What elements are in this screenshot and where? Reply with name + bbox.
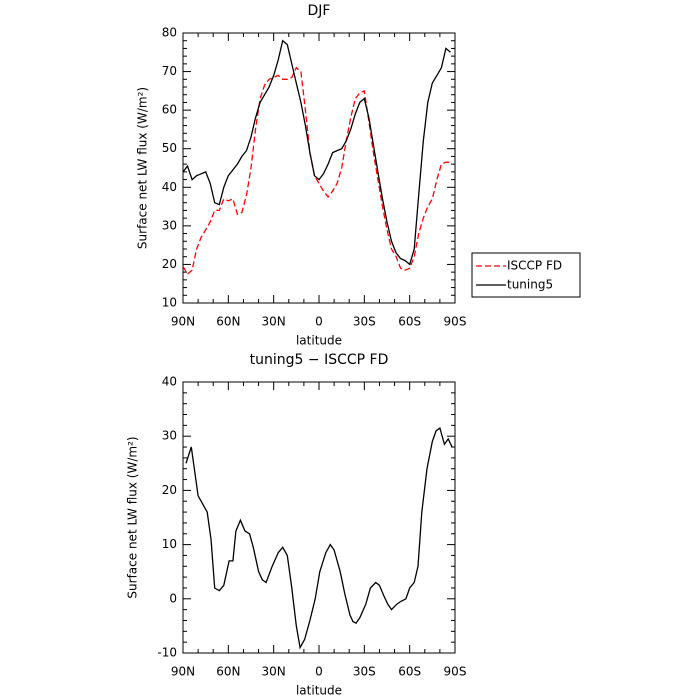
data-line bbox=[182, 39, 451, 266]
x-tick-label: 30S bbox=[353, 315, 376, 329]
x-axis-label: latitude bbox=[296, 684, 342, 698]
y-tick-label: 80 bbox=[162, 26, 177, 40]
y-tick-label: 60 bbox=[162, 103, 177, 117]
x-tick-label: 90S bbox=[444, 665, 467, 679]
y-tick-label: 50 bbox=[162, 141, 177, 155]
x-tick-label: 60N bbox=[216, 665, 240, 679]
y-tick-label: 40 bbox=[162, 375, 177, 389]
legend-label: ISCCP FD bbox=[507, 259, 562, 273]
x-tick-label: 0 bbox=[315, 315, 323, 329]
y-tick-label: 20 bbox=[162, 257, 177, 271]
y-tick-label: 10 bbox=[162, 537, 177, 551]
x-tick-label: 30N bbox=[262, 665, 286, 679]
y-tick-label: 70 bbox=[162, 64, 177, 78]
chart-title: DJF bbox=[308, 3, 331, 19]
x-axis-label: latitude bbox=[296, 334, 342, 348]
plot-frame bbox=[182, 381, 456, 654]
data-line bbox=[185, 427, 453, 650]
y-tick-label: 20 bbox=[162, 483, 177, 497]
x-tick-label: 90N bbox=[171, 665, 195, 679]
x-tick-label: 30S bbox=[353, 665, 376, 679]
y-axis-label: Surface net LW flux (W/m²) bbox=[136, 87, 150, 249]
y-axis-label: Surface net LW flux (W/m²) bbox=[126, 436, 140, 598]
x-tick-label: 90S bbox=[444, 315, 467, 329]
x-tick-label: 60S bbox=[398, 315, 421, 329]
data-line bbox=[182, 66, 451, 276]
x-tick-label: 0 bbox=[315, 665, 323, 679]
chart-title: tuning5 − ISCCP FD bbox=[250, 352, 389, 368]
plot-frame bbox=[182, 32, 456, 304]
x-tick-label: 30N bbox=[262, 315, 286, 329]
x-tick-label: 90N bbox=[171, 315, 195, 329]
y-tick-label: 10 bbox=[162, 296, 177, 310]
y-tick-label: 30 bbox=[162, 218, 177, 232]
y-tick-label: 30 bbox=[162, 429, 177, 443]
x-tick-label: 60N bbox=[216, 315, 240, 329]
legend-label: tuning5 bbox=[507, 278, 553, 292]
y-tick-label: 40 bbox=[162, 180, 177, 194]
x-tick-label: 60S bbox=[398, 665, 421, 679]
legend-box bbox=[471, 252, 581, 298]
y-tick-label: -10 bbox=[157, 646, 177, 660]
y-tick-label: 0 bbox=[169, 591, 177, 605]
